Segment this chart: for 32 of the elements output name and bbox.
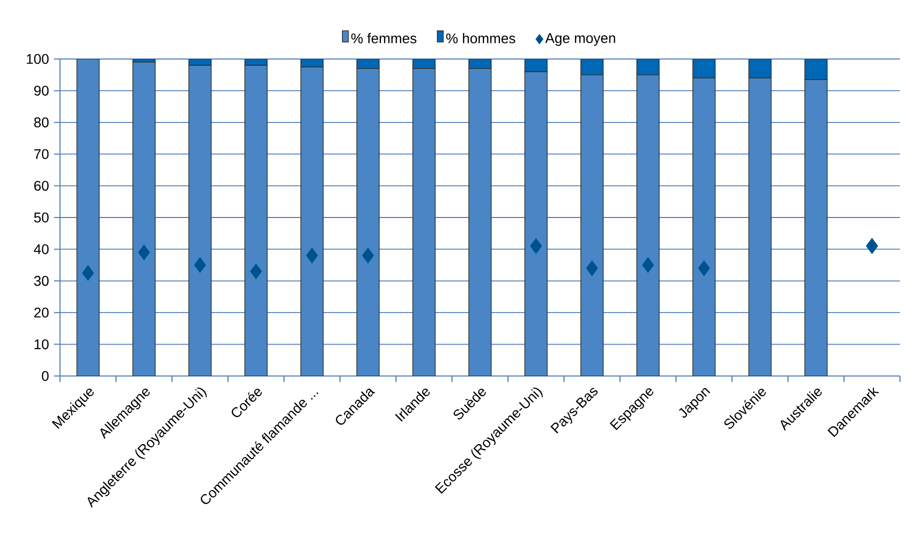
point <box>698 260 710 276</box>
y-tick-label: 20 <box>34 308 49 318</box>
point <box>530 238 542 254</box>
point <box>138 244 150 261</box>
bar <box>524 58 548 72</box>
y-tick-label: 60 <box>34 180 49 191</box>
y-tick-label: 40 <box>34 244 49 254</box>
point <box>306 247 318 264</box>
bar <box>692 58 716 78</box>
legend-label: % hommes <box>446 33 516 44</box>
legend-label: % femmes <box>351 33 416 44</box>
bar <box>636 58 660 76</box>
y-tick-label: 80 <box>34 117 49 128</box>
point <box>194 256 206 274</box>
point <box>362 247 374 264</box>
y-tick-label: 100 <box>26 54 49 64</box>
point <box>866 238 878 254</box>
bar <box>76 58 100 376</box>
y-tick-label: 0 <box>42 371 49 381</box>
legend-label: Age moyen <box>545 33 616 46</box>
bar <box>748 58 772 78</box>
point <box>586 260 598 276</box>
y-tick-label: 70 <box>34 149 49 160</box>
y-tick-label: 90 <box>34 86 49 96</box>
point <box>82 264 94 282</box>
point <box>642 256 654 274</box>
point <box>250 263 262 280</box>
y-tick-label: 50 <box>34 212 49 222</box>
y-tick-label: 10 <box>34 339 49 350</box>
bar <box>804 58 828 80</box>
bar <box>580 58 604 76</box>
y-tick-label: 30 <box>34 276 49 286</box>
